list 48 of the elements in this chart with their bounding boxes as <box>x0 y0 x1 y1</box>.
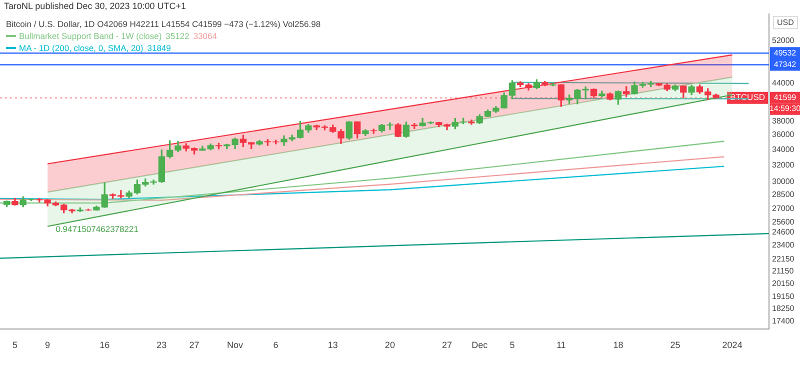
annotation: BTCUSD <box>730 92 766 102</box>
y-tick-label: 20150 <box>772 278 795 288</box>
x-tick-label: 25 <box>670 340 680 350</box>
y-tick-label: 34000 <box>772 144 795 154</box>
y-tick-label: 44000 <box>772 78 795 88</box>
annotation: 31849 <box>147 42 171 54</box>
y-tick-label: 28500 <box>772 190 795 199</box>
x-tick-label: 6 <box>273 340 278 350</box>
legend-label: MA - 1D (200, close, 0, SMA, 20) <box>19 42 144 54</box>
y-tick-label: 25600 <box>772 218 795 227</box>
legend-label: Bullmarket Support Band - 1W (close) <box>19 30 162 42</box>
x-tick-label: 5 <box>510 340 515 350</box>
y-tick-label: 27000 <box>772 204 795 213</box>
y-tick-label: 22150 <box>772 254 795 264</box>
x-tick-label: 2024 <box>722 340 742 350</box>
y-tick-label: 36000 <box>772 130 795 140</box>
x-tick-label: 16 <box>100 340 110 350</box>
annotation: 14:59:30 <box>769 104 800 114</box>
y-tick-label: 21150 <box>772 266 794 276</box>
y-tick-label: 32000 <box>772 160 795 170</box>
annotation: 0.9471507462378221 <box>56 224 139 234</box>
annotation: 33064 <box>193 30 217 42</box>
x-tick-label: 23 <box>156 340 167 350</box>
x-tick-label: 27 <box>442 340 452 350</box>
x-tick-label: 11 <box>556 340 566 350</box>
y-tick-label: 38000 <box>772 116 795 126</box>
y-tick-label: 24600 <box>772 228 795 237</box>
x-tick-label: 5 <box>12 340 18 350</box>
annotation: 35122 <box>166 30 190 42</box>
x-tick-label: Nov <box>227 340 244 350</box>
y-tick-label: 52000 <box>772 36 795 45</box>
x-tick-label: 9 <box>45 340 50 350</box>
ref-line-label: 47342 <box>774 60 797 69</box>
y-tick-label: 17400 <box>772 316 795 326</box>
y-tick-label: 18250 <box>772 304 795 314</box>
chart-title: TaroNL published Dec 30, 2023 10:00 UTC+1 <box>4 1 186 11</box>
y-tick-label: 23400 <box>772 240 795 250</box>
x-tick-label: 18 <box>613 340 624 350</box>
y-tick-label: 30000 <box>772 176 795 186</box>
text: Bitcoin / U.S. Dollar, 1D O42069 H42211 L41554 C41599 −473 (−1.12%) Vol256.98 <box>6 18 321 30</box>
ref-line-label: 49532 <box>774 48 797 58</box>
x-tick-label: 20 <box>384 340 395 350</box>
ref-line-label: 41599 <box>774 93 797 102</box>
x-tick-label: Dec <box>472 340 488 350</box>
x-tick-label: 27 <box>189 340 200 350</box>
y-axis-title: USD <box>773 16 798 29</box>
y-tick-label: 19150 <box>772 292 795 301</box>
x-tick-label: 13 <box>328 340 338 350</box>
